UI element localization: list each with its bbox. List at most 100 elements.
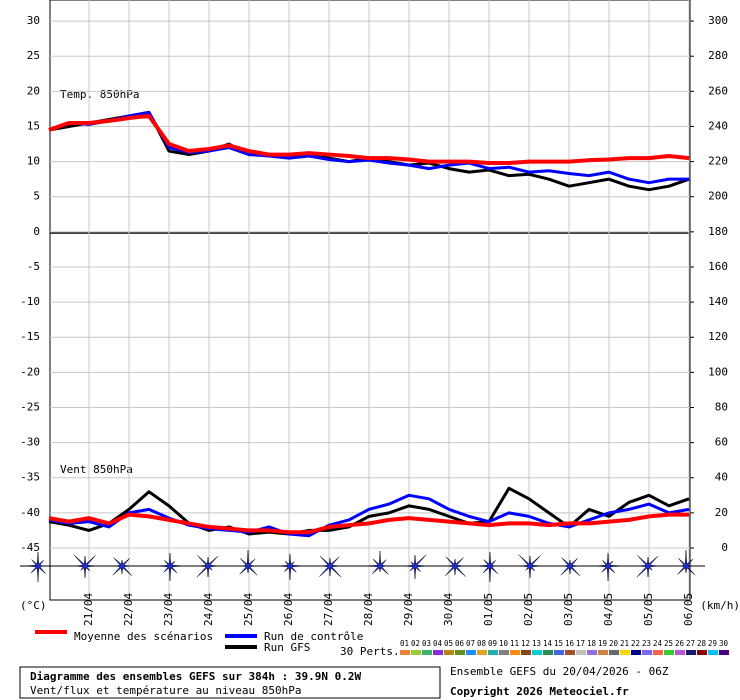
pert-label: 17 [576, 639, 585, 648]
x-tick-label: 29/04 [402, 593, 415, 626]
legend-label: Run de contrôle [264, 630, 363, 643]
y2-tick-label: 240 [708, 119, 728, 132]
pert-swatch [642, 650, 652, 655]
pert-swatch [576, 650, 586, 655]
y-tick-label: -10 [20, 295, 40, 308]
plot-frame [49, 0, 691, 601]
y-tick-label: -35 [20, 471, 40, 484]
pert-swatch [565, 650, 575, 655]
pert-label: 16 [565, 639, 575, 648]
y-tick-label: 20 [27, 84, 40, 97]
pert-swatch [708, 650, 718, 655]
pert-swatch [675, 650, 685, 655]
pert-swatch [554, 650, 564, 655]
pert-label: 09 [488, 639, 497, 648]
pert-label: 05 [444, 639, 453, 648]
wind-rose [363, 550, 389, 575]
y2-tick-label: 140 [708, 295, 728, 308]
y-tick-label: -40 [20, 506, 40, 519]
wind-line [48, 486, 690, 536]
x-tick-label: 28/04 [362, 593, 375, 626]
x-tick-label: 02/05 [522, 593, 535, 626]
pert-label: 08 [477, 639, 487, 648]
y2-tick-label: 200 [708, 190, 728, 203]
pert-swatch [455, 650, 465, 655]
pert-label: 19 [598, 639, 607, 648]
x-tick-label: 06/05 [682, 593, 695, 626]
wind-rose [22, 551, 46, 583]
y2-unit: (km/h) [700, 599, 740, 612]
pert-swatch [631, 650, 641, 655]
y2-tick-label: 0 [721, 541, 728, 554]
wind-rose [474, 551, 498, 583]
x-tick-label: 24/04 [202, 593, 215, 626]
y2-tick-label: 280 [708, 49, 728, 62]
pert-label: 11 [510, 639, 519, 648]
x-tick-label: 27/04 [322, 593, 335, 626]
temp-label: Temp. 850hPa [60, 88, 139, 101]
pert-swatch [499, 650, 509, 655]
pert-label: 04 [433, 639, 443, 648]
pert-swatch [400, 650, 410, 655]
legend-label: Run GFS [264, 641, 310, 654]
pert-swatch [587, 650, 597, 655]
wind-rose [444, 556, 466, 577]
x-tick-label: 26/04 [282, 593, 295, 626]
pert-swatch [411, 650, 421, 655]
wind-rose [560, 557, 581, 577]
wind-line [48, 512, 689, 535]
footer-box [19, 666, 441, 699]
y-tick-label: 30 [27, 14, 40, 27]
y-tick-label: 25 [27, 49, 40, 62]
pert-swatch [510, 650, 520, 655]
y2-tick-label: 220 [708, 155, 728, 168]
x-tick-label: 04/05 [602, 593, 615, 626]
y-unit: (°C) [20, 599, 47, 612]
pert-label: 30 [719, 639, 729, 648]
pert-swatch [719, 650, 729, 655]
wind-rose [402, 554, 430, 580]
pert-swatch [609, 650, 619, 655]
y-tick-label: -45 [20, 541, 40, 554]
pert-swatch [697, 650, 707, 655]
pert-label: 12 [521, 639, 530, 648]
y2-tick-label: 20 [715, 506, 728, 519]
legend-label: Moyenne des scénarios [74, 630, 213, 643]
pert-label: 22 [631, 639, 640, 648]
y-tick-label: -25 [20, 400, 40, 413]
y-tick-label: 15 [27, 119, 40, 132]
pert-label: 03 [422, 639, 431, 648]
pert-label: 29 [708, 639, 717, 648]
wind-rose [155, 552, 187, 582]
pert-swatch [653, 650, 663, 655]
wind-rose [196, 555, 221, 578]
pert-swatch [598, 650, 608, 655]
pert-swatch [466, 650, 476, 655]
pert-swatch [620, 650, 630, 655]
pert-swatch [521, 650, 531, 655]
footer-subtitle: Vent/flux et température au niveau 850hP… [30, 684, 302, 697]
x-tick-label: 25/04 [242, 593, 255, 626]
pert-label: 26 [675, 639, 685, 648]
y2-tick-label: 260 [708, 84, 728, 97]
footer-copyright: Copyright 2026 Meteociel.fr [450, 685, 629, 698]
pert-label: 28 [697, 639, 707, 648]
x-tick-label: 01/05 [482, 593, 495, 626]
pert-label: 24 [653, 639, 663, 648]
pert-label: 25 [664, 639, 673, 648]
pert-label: 14 [543, 639, 553, 648]
wind-rose [319, 555, 342, 578]
wind-rose [239, 549, 258, 576]
pert-label: 01 [400, 639, 409, 648]
pert-swatch [488, 650, 498, 655]
temp-line [48, 113, 690, 165]
y-tick-label: 10 [27, 155, 40, 168]
pert-swatch [477, 650, 487, 655]
pert-swatch [543, 650, 553, 655]
y2-tick-label: 300 [708, 14, 728, 27]
perts-label: 30 Perts. [340, 645, 400, 658]
pert-label: 10 [499, 639, 509, 648]
wind-rose [636, 555, 661, 578]
wind-label: Vent 850hPa [60, 463, 133, 476]
